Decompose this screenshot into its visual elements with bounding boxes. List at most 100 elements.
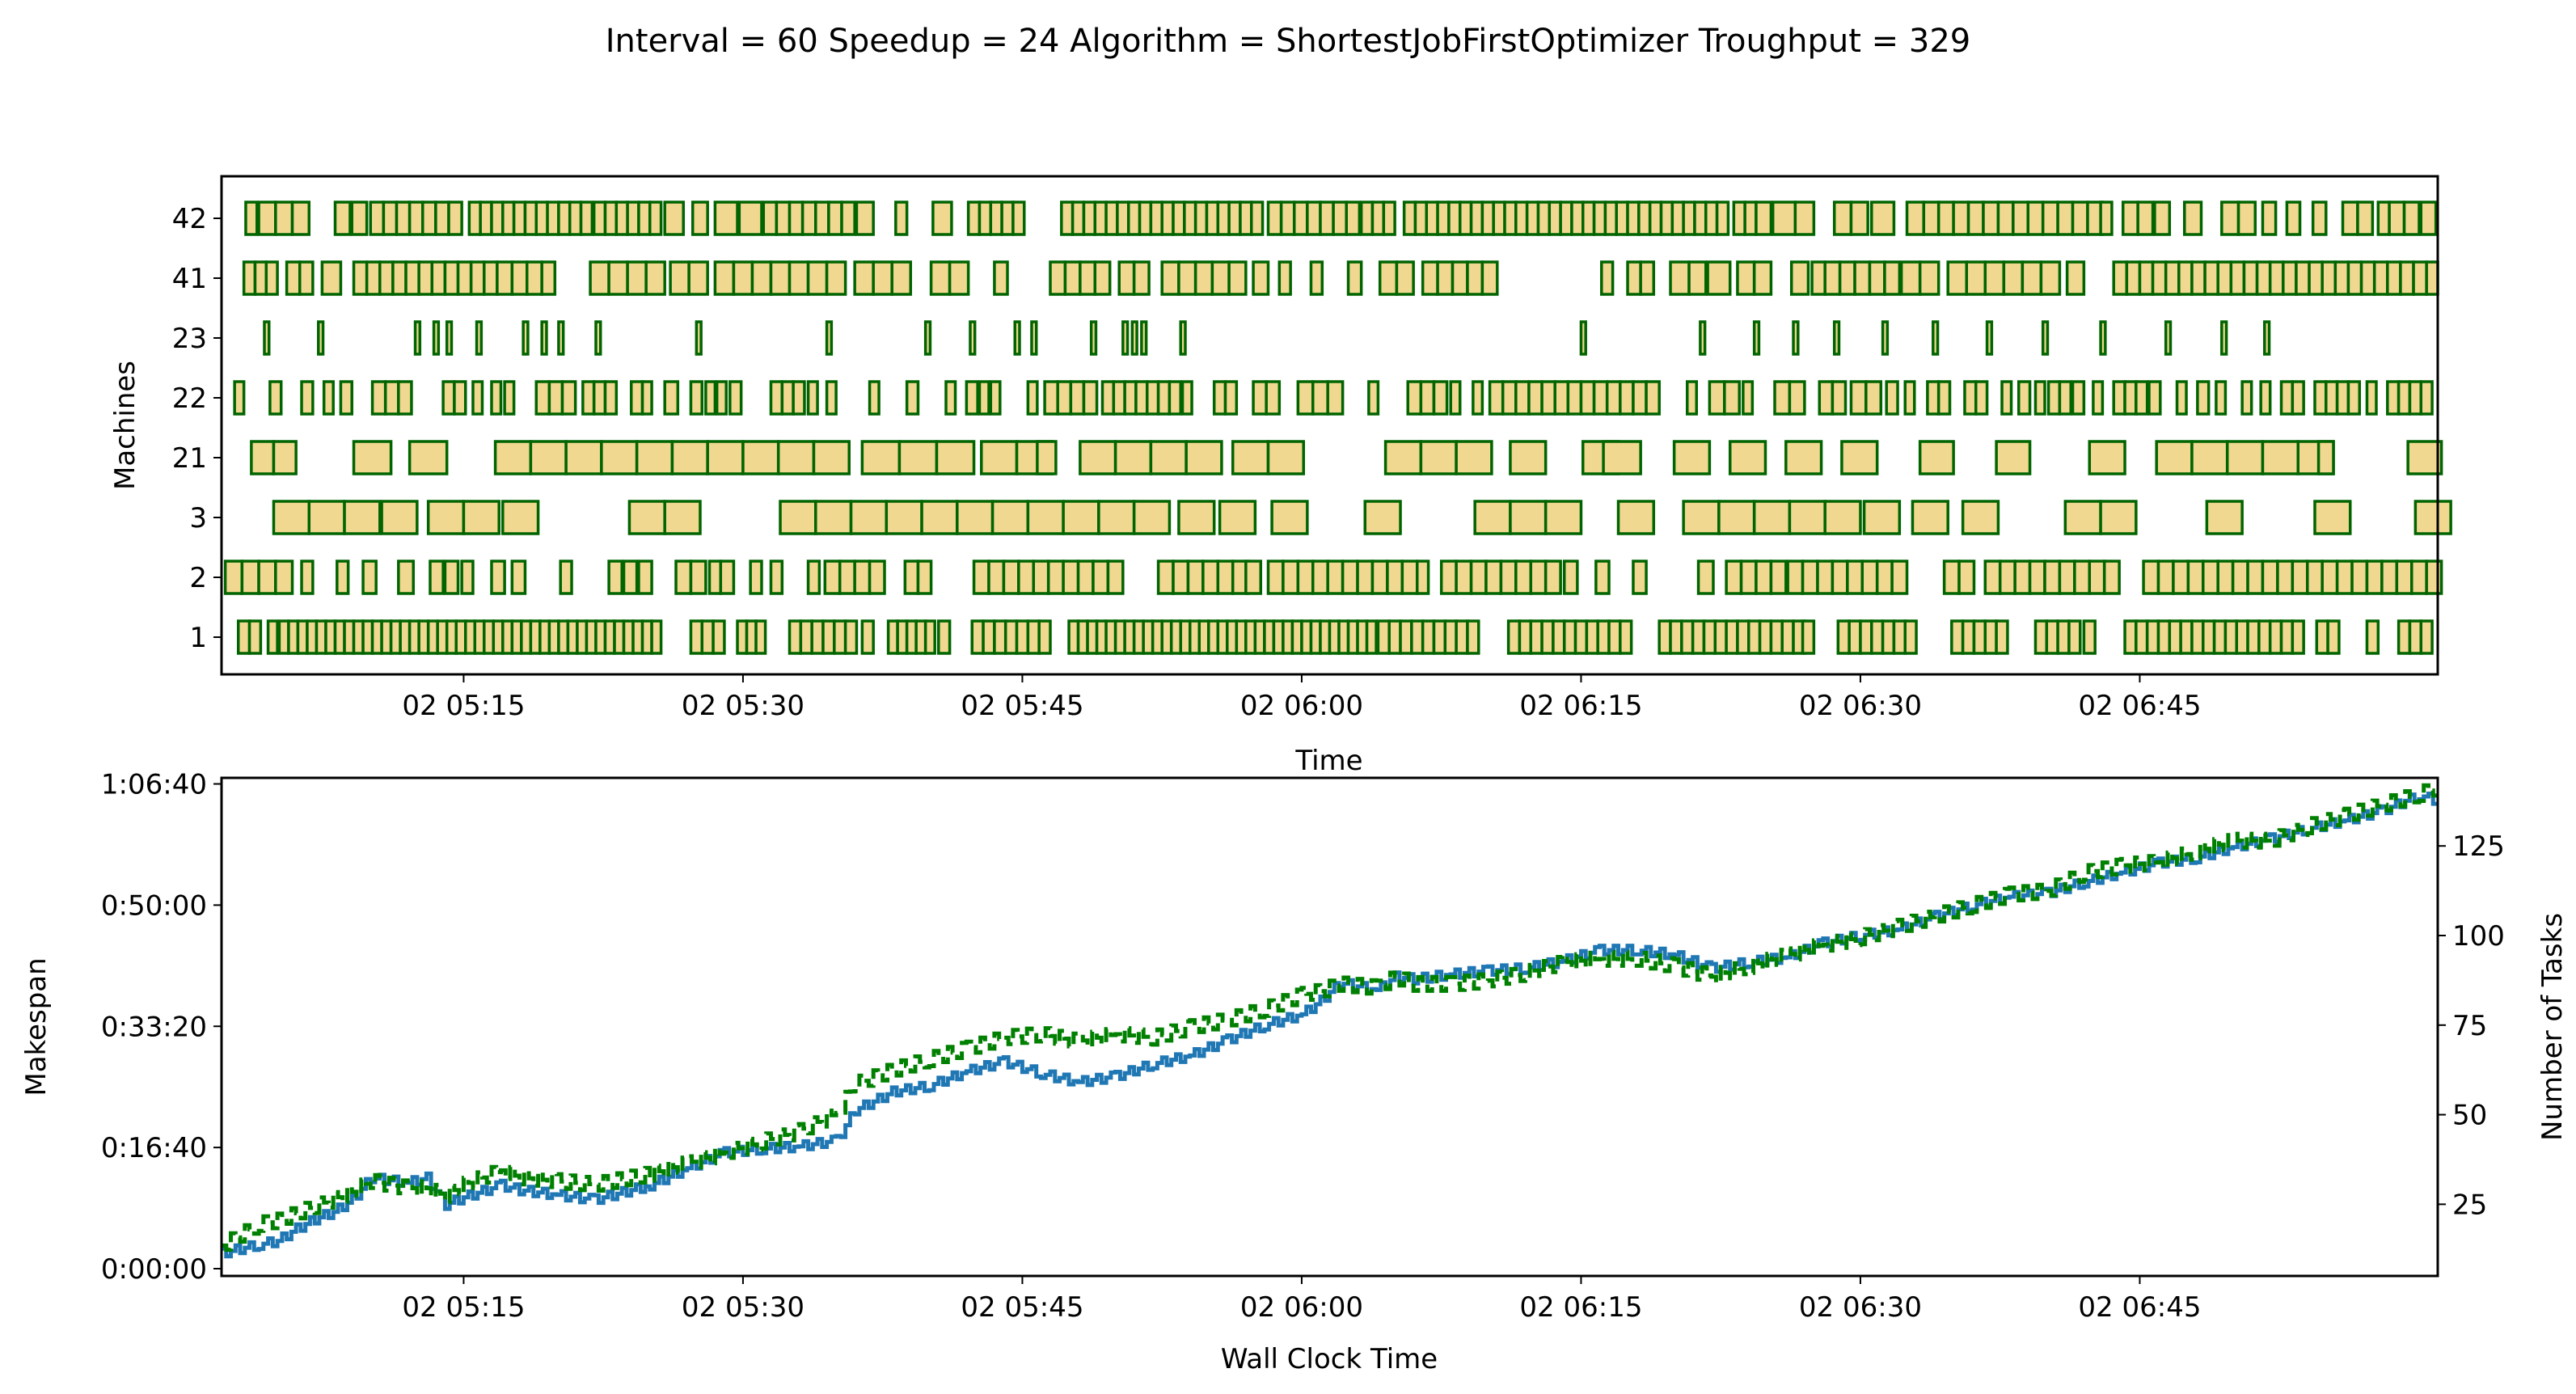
gantt-task-bar	[352, 440, 393, 475]
gantt-task-bar	[2236, 201, 2257, 236]
gantt-task-bar	[1266, 201, 1283, 236]
gantt-x-tick-label: 02 06:00	[1240, 690, 1363, 722]
gantt-task-bar	[2261, 201, 2278, 236]
gantt-task-bar	[2365, 619, 2380, 655]
gantt-task-bar	[1239, 201, 1253, 236]
gantt-task-bar	[2112, 260, 2129, 296]
gantt-task-bar	[897, 440, 939, 475]
gantt-task-bar	[1282, 560, 1300, 595]
gantt-task-bar	[637, 201, 652, 236]
gantt-task-bar	[1892, 619, 1907, 655]
gantt-task-bar	[1292, 201, 1309, 236]
gantt-task-bar	[1400, 560, 1419, 595]
gantt-task-bar	[1149, 440, 1188, 475]
gantt-task-bar	[522, 320, 530, 356]
gantt-task-bar	[1306, 201, 1322, 236]
gantt-task-bar	[890, 260, 912, 296]
gantt-ylabel: Machines	[109, 361, 141, 490]
gantt-task-bar	[1998, 560, 2016, 595]
gantt-task-bar	[806, 380, 819, 416]
gantt-task-bar	[1277, 260, 1292, 296]
gantt-task-bar	[2164, 260, 2181, 296]
gantt-task-bar	[2321, 560, 2339, 595]
gantt-task-bar	[343, 500, 382, 535]
gantt-task-bar	[1579, 320, 1587, 356]
gantt-task-bar	[1552, 619, 1566, 655]
gantt-task-bar	[2231, 560, 2249, 595]
makespan-y-ticks: 0:00:00 0:16:40 0:33:20 0:50:00 1:06:40	[101, 768, 222, 1286]
gantt-task-bar	[719, 560, 736, 595]
gantt-task-bar	[1974, 380, 1989, 416]
gantt-task-bar	[1529, 619, 1543, 655]
gantt-task-bar	[2408, 619, 2423, 655]
gantt-task-bar	[2056, 619, 2071, 655]
gantt-task-bar	[1632, 380, 1648, 416]
gantt-task-bar	[2425, 260, 2439, 296]
gantt-task-bar	[1708, 380, 1726, 416]
gantt-task-bar	[2220, 201, 2240, 236]
gantt-task-bar	[916, 560, 933, 595]
gantt-task-bar	[443, 260, 460, 296]
gantt-task-bar	[408, 440, 449, 475]
gantt-task-bar	[2082, 619, 2097, 655]
gantt-task-bar	[272, 500, 311, 535]
gantt-task-bar	[2121, 201, 2139, 236]
gantt-task-bar	[704, 380, 717, 416]
gantt-task-bar	[713, 260, 736, 296]
gantt-task-bar	[614, 201, 629, 236]
gantt-task-bar	[860, 440, 902, 475]
gantt-task-bar	[2365, 380, 2378, 416]
gantt-task-bar	[2291, 560, 2309, 595]
line-x-tick-label: 02 06:00	[1240, 1291, 1363, 1324]
gantt-task-bar	[622, 560, 639, 595]
tasks-ylabel: Number of Tasks	[2536, 913, 2569, 1141]
gantt-task-bar	[1771, 201, 1797, 236]
gantt-task-bar	[233, 380, 246, 416]
gantt-task-bar	[2408, 380, 2423, 416]
gantt-task-bar	[689, 560, 707, 595]
gantt-task-bar	[2425, 560, 2443, 595]
gantt-task-bar	[788, 201, 804, 236]
gantt-task-bar	[1227, 201, 1242, 236]
gantt-task-bar	[1639, 260, 1656, 296]
gantt-task-bar	[754, 619, 767, 655]
gantt-task-bar	[1581, 201, 1596, 236]
gantt-task-bar	[383, 380, 400, 416]
gantt-task-bar	[1995, 440, 2032, 475]
gantt-task-bar	[430, 260, 447, 296]
gantt-task-bar	[706, 440, 745, 475]
gantt-task-bar	[1965, 260, 1987, 296]
gantt-task-bar	[1566, 380, 1583, 416]
gantt-task-bar	[1130, 320, 1138, 356]
gantt-task-bar	[456, 260, 473, 296]
gantt-task-bar	[540, 320, 548, 356]
gantt-task-bar	[1755, 560, 1773, 595]
gantt-task-bar	[695, 320, 703, 356]
gantt-task-bar	[272, 440, 298, 475]
gantt-task-bar	[1982, 201, 2000, 236]
gantt-task-bar	[547, 380, 564, 416]
gantt-task-bar	[2153, 201, 2172, 236]
gantt-task-bar	[728, 380, 743, 416]
gantt-task-bar	[2220, 320, 2228, 356]
gantt-task-bar	[650, 619, 663, 655]
gantt-task-bar	[1752, 260, 1773, 296]
gantt-task-bar	[687, 260, 709, 296]
gantt-task-bar	[812, 440, 851, 475]
gantt-task-bar	[1645, 380, 1661, 416]
gantt-task-bar	[2229, 260, 2246, 296]
gantt-task-bar	[1607, 619, 1622, 655]
gantt-task-bar	[1503, 201, 1518, 236]
gantt-task-bar	[1296, 380, 1315, 416]
gantt-task-bar	[1553, 380, 1570, 416]
gantt-x-tick-label: 02 06:30	[1799, 690, 1922, 722]
gantt-task-bar	[1370, 560, 1389, 595]
gantt-task-bar	[1868, 260, 1886, 296]
gantt-task-bar	[322, 380, 335, 416]
gantt-task-bar	[1017, 560, 1036, 595]
gantt-task-bar	[320, 260, 343, 296]
gantt-task-bar	[600, 440, 639, 475]
gantt-task-bar	[1252, 260, 1270, 296]
gantt-task-bar	[1279, 201, 1296, 236]
